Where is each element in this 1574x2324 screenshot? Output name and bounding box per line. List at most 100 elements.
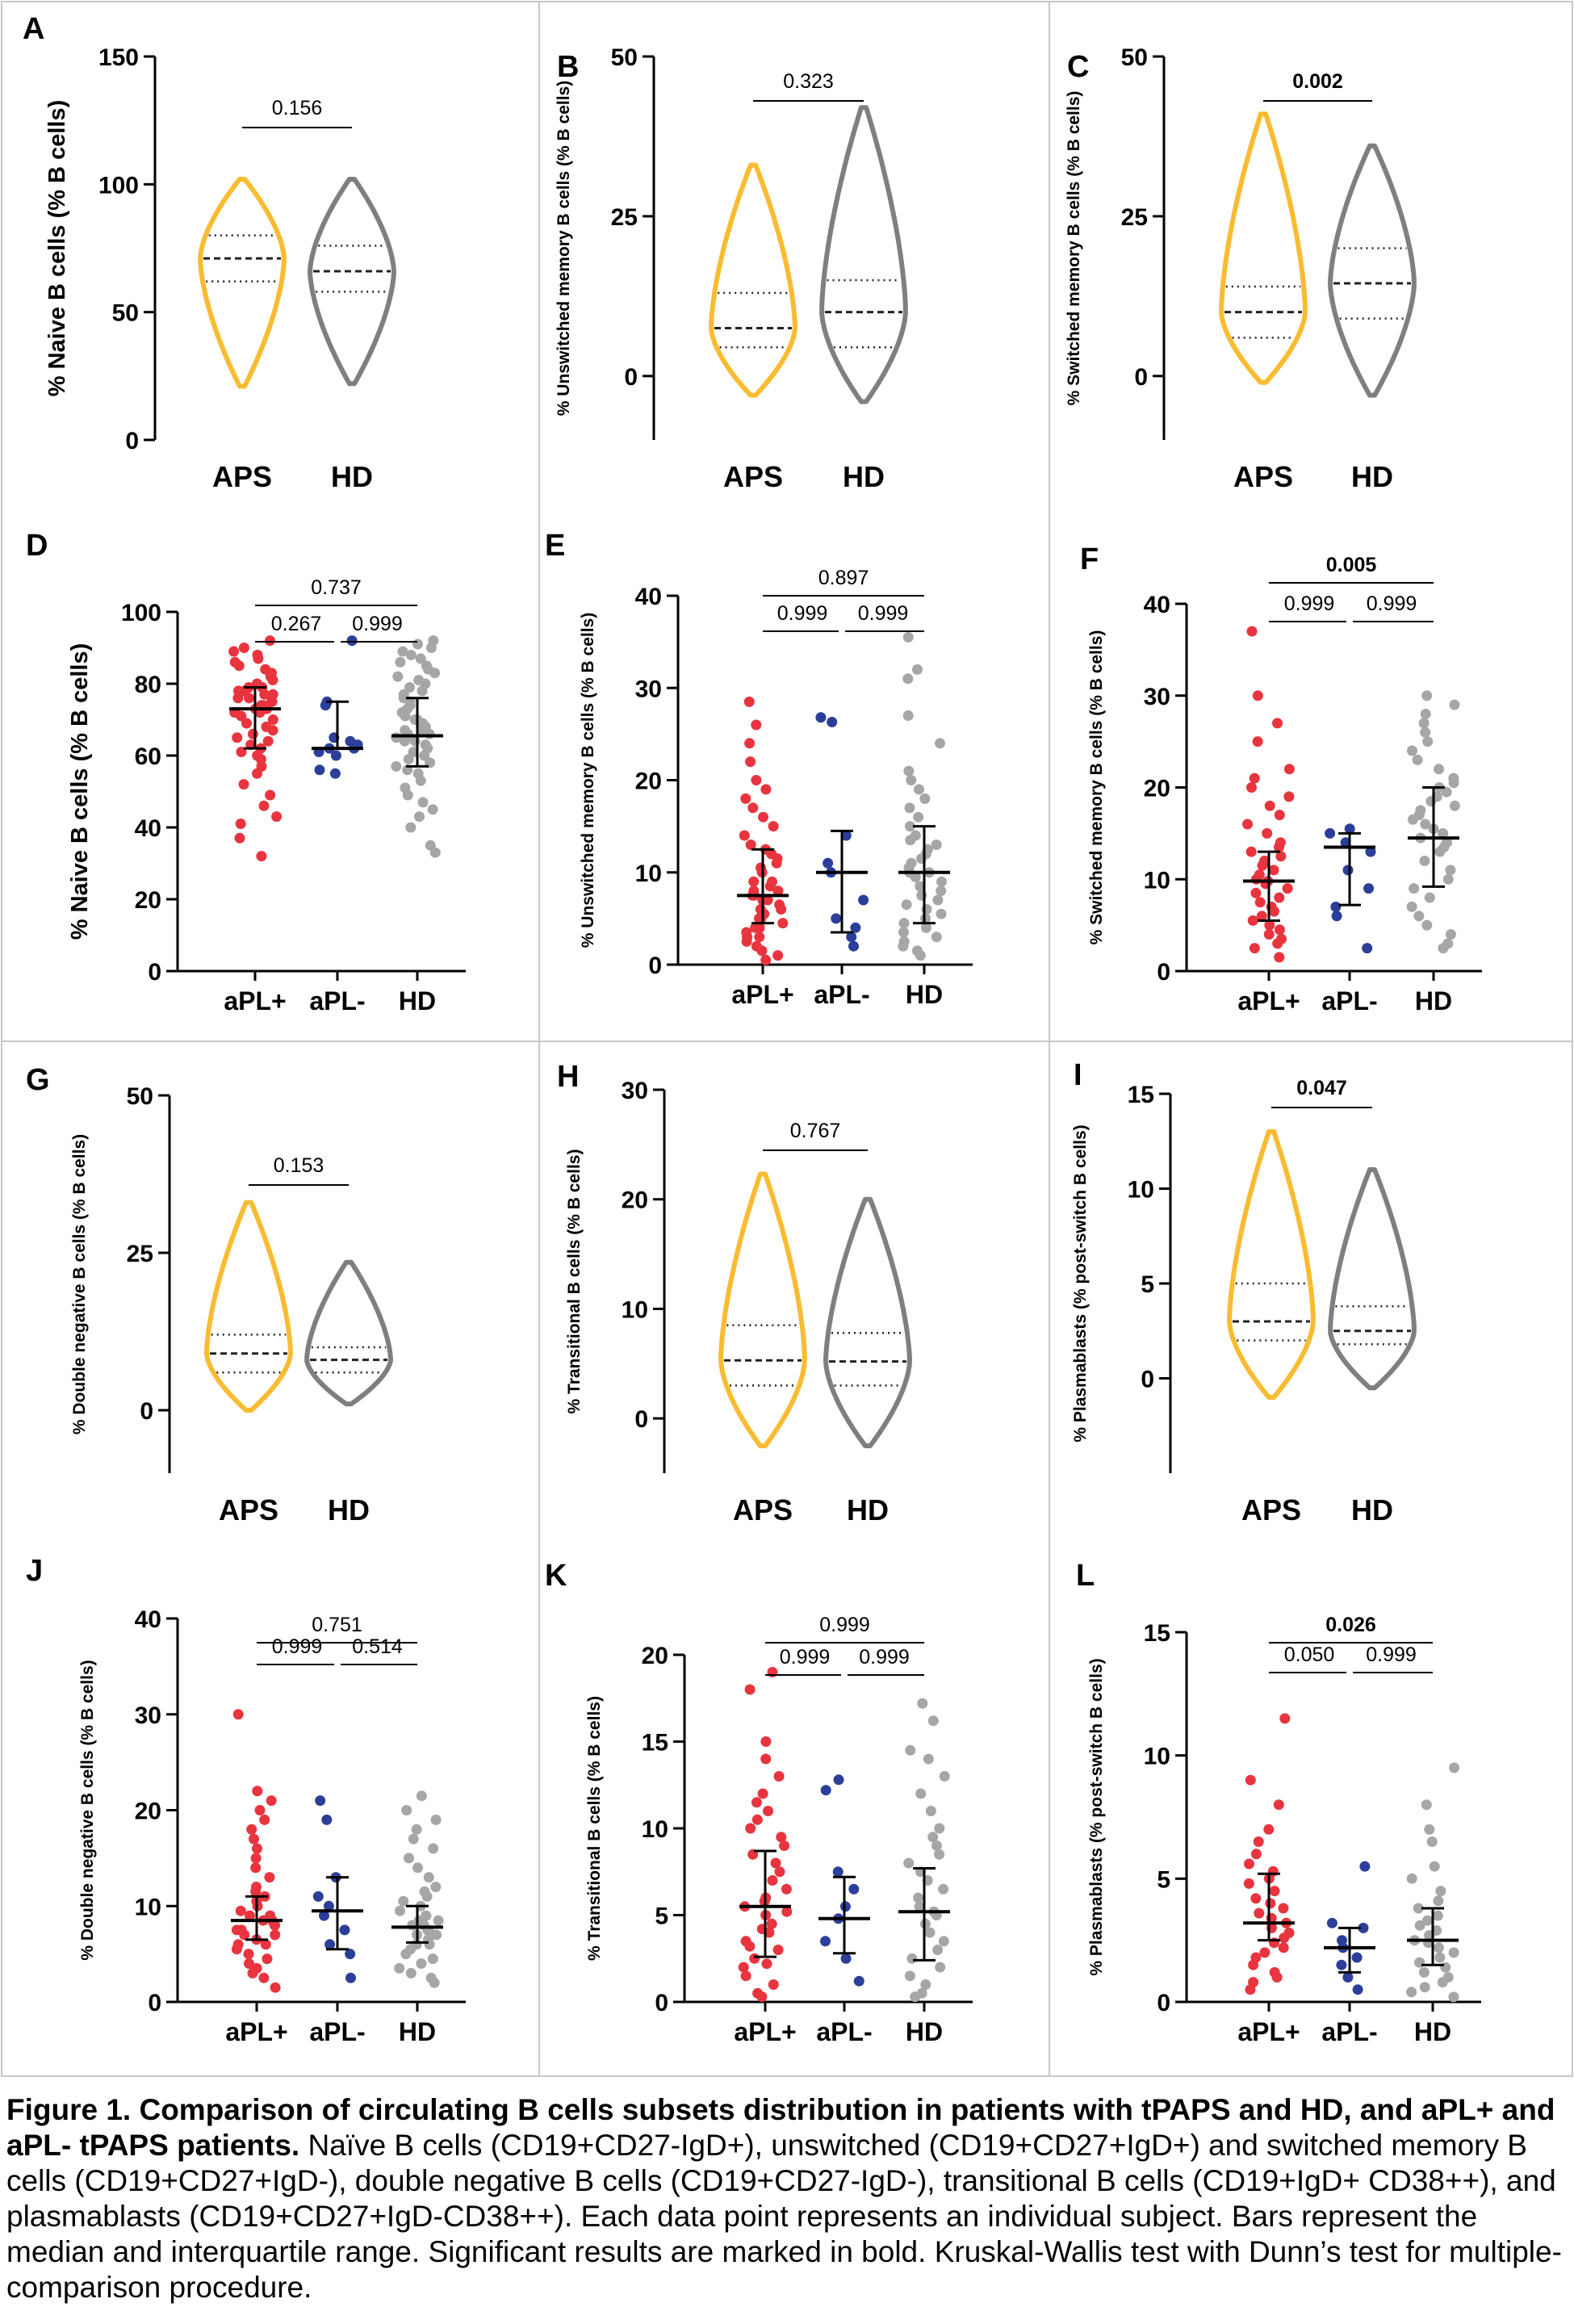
data-point bbox=[748, 876, 760, 887]
data-point bbox=[260, 1939, 271, 1950]
x-tick-label: HD bbox=[1415, 986, 1452, 1015]
x-tick-label: APS bbox=[219, 1493, 278, 1526]
data-point bbox=[1412, 754, 1423, 765]
data-point bbox=[913, 811, 924, 823]
data-point bbox=[1352, 1984, 1363, 1995]
data-point bbox=[915, 881, 926, 892]
data-point bbox=[1244, 1858, 1254, 1870]
p-value-label: 0.002 bbox=[1292, 70, 1343, 93]
data-point bbox=[267, 714, 278, 725]
data-point bbox=[1414, 1920, 1425, 1931]
data-point bbox=[314, 764, 325, 776]
y-tick-label: 40 bbox=[135, 1606, 161, 1633]
y-tick-label: 150 bbox=[98, 44, 139, 71]
panel-letter: E bbox=[545, 529, 565, 563]
data-point bbox=[266, 1795, 277, 1807]
p-value-label: 0.767 bbox=[790, 1120, 841, 1142]
data-point bbox=[1433, 1895, 1444, 1907]
data-point bbox=[925, 1806, 936, 1816]
y-tick-label: 0 bbox=[140, 1398, 153, 1425]
data-point bbox=[752, 1987, 764, 1999]
data-point bbox=[1406, 1987, 1417, 1998]
data-point bbox=[1245, 1774, 1256, 1786]
y-tick-label: 25 bbox=[611, 204, 638, 231]
data-point bbox=[1283, 1928, 1295, 1938]
data-point bbox=[421, 1910, 432, 1921]
y-tick-label: 0 bbox=[648, 953, 662, 979]
x-tick-label: HD bbox=[843, 460, 885, 493]
data-point bbox=[1344, 823, 1355, 835]
data-point bbox=[261, 721, 272, 732]
data-point bbox=[906, 1953, 918, 1964]
data-point bbox=[755, 904, 766, 915]
y-tick-label: 20 bbox=[1144, 776, 1170, 802]
data-point bbox=[1418, 1966, 1430, 1978]
data-point bbox=[235, 1905, 246, 1916]
data-point bbox=[430, 1814, 442, 1825]
y-tick-label: 50 bbox=[1121, 44, 1148, 71]
data-point bbox=[751, 719, 762, 731]
data-point bbox=[1419, 1982, 1430, 1993]
violin-aps bbox=[1219, 111, 1308, 385]
data-point bbox=[740, 1970, 751, 1982]
data-point bbox=[315, 1795, 326, 1807]
panel-g: G 0 25 50 % Double negative B cells (% B cel… bbox=[26, 1063, 393, 1526]
data-point bbox=[931, 932, 942, 943]
data-point bbox=[1264, 800, 1275, 811]
data-point bbox=[1358, 1922, 1369, 1933]
data-point bbox=[760, 1753, 772, 1765]
panel-letter: L bbox=[1076, 1559, 1095, 1593]
data-point bbox=[932, 894, 944, 906]
panel-k: K 0 5 10 15 20 % Transitional B cells (% B cel… bbox=[545, 1559, 973, 2046]
data-point bbox=[1342, 865, 1354, 876]
p-value-label: 0.999 bbox=[272, 1635, 323, 1658]
data-point bbox=[760, 1736, 772, 1747]
data-point bbox=[761, 1958, 772, 1970]
data-point bbox=[751, 775, 762, 785]
y-axis-label: % Switched memory B cells (% B cells) bbox=[1065, 91, 1083, 406]
data-point bbox=[1249, 943, 1260, 954]
data-point bbox=[1259, 1947, 1271, 1958]
data-point bbox=[902, 710, 914, 721]
x-tick-label: aPL+ bbox=[224, 986, 286, 1015]
data-point bbox=[858, 894, 869, 906]
y-tick-label: 15 bbox=[1128, 1082, 1154, 1108]
data-point bbox=[329, 768, 341, 779]
data-point bbox=[1283, 791, 1295, 802]
panel-c: C 0 25 50 % Switched memory B cells (% B cel… bbox=[1065, 44, 1417, 493]
y-tick-label: 0 bbox=[148, 1990, 161, 2016]
data-point bbox=[902, 631, 914, 643]
data-point bbox=[417, 797, 429, 808]
data-point bbox=[902, 673, 914, 685]
data-point bbox=[934, 1823, 945, 1834]
y-tick-label: 10 bbox=[1144, 867, 1170, 894]
caption-title: Figure 1. Comparison of circulating B ce… bbox=[6, 2093, 1555, 2162]
data-point bbox=[1442, 873, 1454, 885]
data-point bbox=[1426, 1836, 1438, 1847]
data-point bbox=[927, 1715, 939, 1727]
data-point bbox=[1342, 1972, 1354, 1983]
x-tick-label: HD bbox=[906, 980, 943, 1009]
y-axis-label: % Plasmablasts (% post-switch B cells) bbox=[1087, 1658, 1106, 1975]
p-value-label: 0.999 bbox=[1366, 1644, 1417, 1666]
x-tick-label: HD bbox=[847, 1493, 889, 1526]
data-point bbox=[1442, 938, 1454, 949]
y-tick-label: 50 bbox=[127, 1083, 153, 1110]
data-point bbox=[779, 1840, 790, 1851]
y-tick-label: 50 bbox=[112, 300, 139, 327]
data-point bbox=[919, 793, 931, 804]
data-point bbox=[270, 1929, 281, 1941]
violin-hd bbox=[823, 1196, 912, 1449]
data-point bbox=[850, 922, 861, 933]
panel-h: H 0 10 20 30 % Transitional B cells (% B cell… bbox=[557, 1060, 912, 1526]
x-tick-label: HD bbox=[1351, 1493, 1393, 1526]
panel-letter: H bbox=[557, 1060, 579, 1094]
data-point bbox=[739, 830, 750, 841]
violin-aps bbox=[718, 1171, 807, 1449]
data-point bbox=[395, 1905, 405, 1916]
data-point bbox=[1263, 929, 1275, 940]
p-value-label: 0.999 bbox=[777, 602, 828, 625]
data-point bbox=[1250, 1893, 1262, 1904]
data-point bbox=[846, 932, 857, 943]
data-point bbox=[1269, 1886, 1280, 1897]
